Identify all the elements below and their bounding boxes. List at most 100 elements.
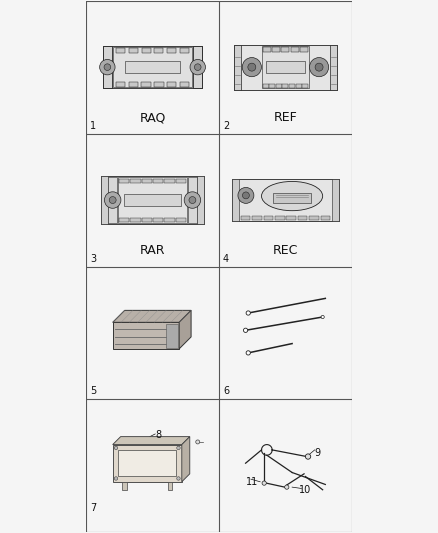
Circle shape bbox=[235, 46, 239, 50]
Bar bbox=[276, 84, 282, 88]
Bar bbox=[167, 82, 177, 87]
Bar bbox=[154, 82, 164, 87]
Circle shape bbox=[233, 216, 237, 220]
Bar bbox=[129, 82, 138, 87]
Circle shape bbox=[177, 477, 180, 480]
Circle shape bbox=[235, 85, 239, 88]
Circle shape bbox=[321, 316, 324, 319]
Bar bbox=[283, 84, 289, 88]
Bar bbox=[262, 46, 309, 88]
Bar bbox=[142, 218, 152, 222]
Circle shape bbox=[285, 485, 289, 489]
Text: 8: 8 bbox=[155, 430, 161, 440]
Circle shape bbox=[238, 188, 254, 204]
Bar bbox=[273, 193, 311, 204]
Bar bbox=[113, 322, 179, 349]
Bar bbox=[330, 45, 337, 90]
Bar bbox=[264, 216, 273, 220]
Polygon shape bbox=[182, 437, 190, 482]
Text: 10: 10 bbox=[299, 485, 311, 495]
Bar bbox=[116, 82, 125, 87]
Bar bbox=[266, 61, 305, 73]
Bar bbox=[164, 179, 175, 183]
Circle shape bbox=[334, 180, 337, 183]
Bar bbox=[142, 179, 152, 183]
Bar bbox=[167, 48, 176, 53]
Bar bbox=[102, 46, 112, 88]
Circle shape bbox=[305, 454, 311, 459]
Circle shape bbox=[246, 311, 251, 315]
Bar bbox=[302, 84, 308, 88]
Circle shape bbox=[233, 180, 237, 183]
Circle shape bbox=[102, 177, 106, 181]
Polygon shape bbox=[179, 310, 191, 349]
Bar bbox=[125, 61, 180, 73]
Bar bbox=[101, 176, 205, 224]
Bar bbox=[180, 82, 189, 87]
Circle shape bbox=[109, 197, 116, 204]
Bar bbox=[282, 47, 290, 52]
Bar bbox=[113, 47, 192, 87]
Circle shape bbox=[197, 47, 201, 51]
Circle shape bbox=[114, 477, 118, 480]
Bar bbox=[275, 216, 285, 220]
Circle shape bbox=[248, 63, 256, 71]
Bar bbox=[269, 84, 275, 88]
Bar bbox=[232, 179, 339, 221]
Bar bbox=[168, 482, 173, 490]
Bar bbox=[153, 179, 163, 183]
Bar bbox=[119, 179, 129, 183]
Bar bbox=[153, 218, 163, 222]
Bar bbox=[101, 176, 108, 224]
Text: 6: 6 bbox=[223, 386, 229, 397]
Bar bbox=[124, 194, 181, 206]
Circle shape bbox=[243, 192, 249, 199]
Bar bbox=[118, 450, 177, 477]
Circle shape bbox=[104, 83, 108, 87]
Circle shape bbox=[242, 58, 261, 77]
Bar bbox=[309, 216, 319, 220]
Polygon shape bbox=[113, 437, 190, 445]
Bar bbox=[298, 216, 307, 220]
Bar bbox=[176, 218, 186, 222]
Bar bbox=[188, 177, 197, 223]
Bar bbox=[129, 48, 138, 53]
Circle shape bbox=[100, 60, 115, 75]
Bar bbox=[286, 216, 296, 220]
Bar bbox=[166, 324, 178, 348]
Bar bbox=[263, 84, 268, 88]
Bar bbox=[102, 46, 202, 88]
Bar bbox=[154, 48, 163, 53]
Circle shape bbox=[315, 63, 323, 71]
Ellipse shape bbox=[261, 181, 323, 211]
Bar bbox=[131, 218, 141, 222]
Bar bbox=[263, 47, 271, 52]
Bar bbox=[289, 84, 295, 88]
Circle shape bbox=[104, 64, 111, 70]
Circle shape bbox=[104, 47, 108, 51]
Text: 9: 9 bbox=[314, 448, 321, 457]
Bar bbox=[113, 445, 182, 482]
Circle shape bbox=[189, 197, 196, 204]
Circle shape bbox=[332, 85, 336, 88]
Bar bbox=[332, 179, 339, 221]
Bar bbox=[164, 218, 175, 222]
Text: 5: 5 bbox=[90, 386, 96, 397]
Bar bbox=[290, 47, 299, 52]
Text: 4: 4 bbox=[223, 254, 229, 263]
Circle shape bbox=[194, 64, 201, 70]
Circle shape bbox=[197, 83, 201, 87]
Text: 3: 3 bbox=[90, 254, 96, 263]
Text: 1: 1 bbox=[90, 120, 96, 131]
Bar bbox=[108, 177, 117, 223]
Bar bbox=[117, 48, 125, 53]
Text: REF: REF bbox=[274, 111, 297, 124]
Bar bbox=[118, 177, 187, 223]
Circle shape bbox=[334, 216, 337, 220]
Polygon shape bbox=[113, 310, 191, 322]
Circle shape bbox=[177, 446, 180, 450]
Circle shape bbox=[184, 192, 201, 208]
Circle shape bbox=[262, 481, 266, 485]
Text: 7: 7 bbox=[90, 503, 96, 513]
Circle shape bbox=[190, 60, 205, 75]
